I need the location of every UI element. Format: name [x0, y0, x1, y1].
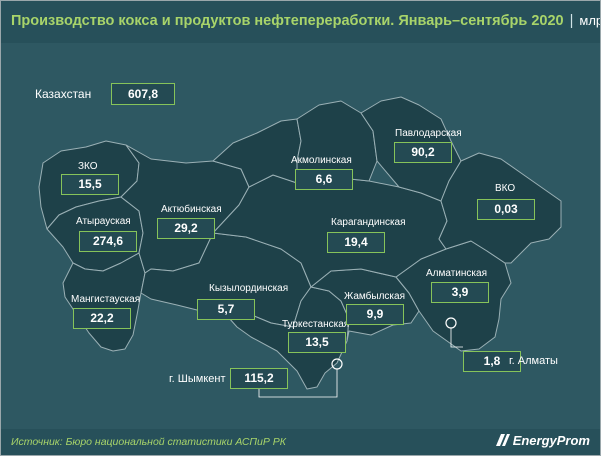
header-bar: Производство кокса и продуктов нефтепере… [1, 1, 600, 43]
region-label-almaty-obl: Алматинская [426, 268, 487, 279]
region-label-zko: ЗКО [78, 161, 98, 172]
region-value-karaganda: 19,4 [327, 232, 385, 253]
footer-bar: Источник: Бюро национальной статистики А… [1, 429, 600, 455]
region-label-aktobe: Актюбинская [161, 204, 222, 215]
source-note: Источник: Бюро национальной статистики А… [11, 436, 286, 448]
region-label-kyzylorda: Кызылординская [209, 283, 289, 294]
unit-label: млрд тг [579, 13, 600, 28]
region-label-zhambyl: Жамбылская [344, 291, 405, 302]
chart-title: Производство кокса и продуктов нефтепере… [11, 13, 600, 29]
region-value-akmola: 6,6 [295, 169, 353, 190]
region-value-mangistau: 22,2 [73, 308, 131, 329]
city-label-shymkent: г. Шымкент [169, 373, 226, 385]
region-value-zko: 15,5 [61, 174, 119, 195]
region-value-pavlodar: 90,2 [394, 142, 452, 163]
region-value-aktobe: 29,2 [157, 218, 215, 239]
total-label: Казахстан [35, 87, 92, 101]
title-separator: | [569, 13, 574, 29]
city-value-almaty: 1,8 [463, 351, 521, 372]
region-value-turkestan: 13,5 [288, 332, 346, 353]
region-label-vko: ВКО [495, 183, 516, 194]
region-label-pavlodar: Павлодарская [395, 128, 462, 139]
total-value: 607,8 [111, 83, 175, 105]
logo-text: EnergyProm [512, 433, 590, 448]
energyprom-logo: EnergyProm [495, 433, 590, 448]
region-label-akmola: Акмолинская [291, 155, 352, 166]
region-value-kyzylorda: 5,7 [197, 299, 255, 320]
logo-mark-icon [495, 434, 510, 446]
region-value-atyrau: 274,6 [79, 231, 137, 252]
city-label-almaty: г. Алматы [509, 355, 558, 367]
region-label-turkestan: Туркестанская [282, 319, 350, 330]
region-label-atyrau: Атырауская [76, 216, 131, 227]
title-text: Производство кокса и продуктов нефтепере… [11, 13, 564, 29]
region-value-vko: 0,03 [477, 199, 535, 220]
almaty-leader [450, 328, 463, 348]
shymkent-leader [258, 369, 338, 398]
region-label-mangistau: Мангистауская [71, 294, 141, 305]
region-value-almaty-obl: 3,9 [431, 282, 489, 303]
region-label-karaganda: Карагандинская [331, 217, 406, 228]
city-value-shymkent: 115,2 [230, 368, 288, 389]
region-value-zhambyl: 9,9 [346, 304, 404, 325]
region-akmola [296, 100, 378, 184]
